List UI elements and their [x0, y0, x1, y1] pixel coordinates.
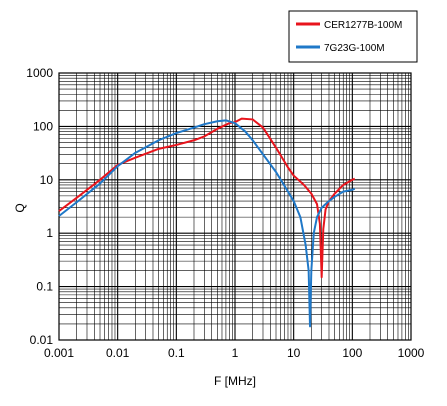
y-axis-label: Q [13, 203, 27, 212]
series-line-7g23g [58, 119, 356, 328]
x-tick-label: 0.1 [168, 346, 185, 360]
y-tick-label: 100 [33, 119, 53, 133]
y-tick-label: 0.1 [36, 280, 53, 294]
series-layer [58, 117, 356, 328]
grid-major [59, 73, 411, 340]
x-tick-labels: 0.001 0.01 0.1 1 10 100 1000 [44, 346, 425, 360]
x-tick-label: 0.01 [106, 346, 130, 360]
x-tick-label: 1 [232, 346, 239, 360]
series-line-cer1277b [58, 117, 356, 279]
legend: CER1277B-100M 7G23G-100M [288, 10, 418, 63]
legend-label-cer1277b: CER1277B-100M [324, 20, 402, 31]
y-tick-label: 1000 [26, 66, 53, 80]
x-tick-label: 10 [287, 346, 301, 360]
y-tick-label: 1 [46, 226, 53, 240]
legend-box [288, 10, 418, 63]
x-axis-label: F [MHz] [214, 374, 256, 388]
plot-frame [58, 72, 412, 341]
legend-label-7g23g: 7G23G-100M [324, 43, 385, 54]
y-tick-label: 0.01 [30, 333, 54, 347]
x-tick-label: 1000 [398, 346, 425, 360]
y-tick-label: 10 [40, 173, 54, 187]
y-tick-labels: 1000 100 10 1 0.1 0.01 [26, 66, 53, 347]
x-tick-label: 0.001 [44, 346, 74, 360]
x-tick-label: 100 [342, 346, 362, 360]
